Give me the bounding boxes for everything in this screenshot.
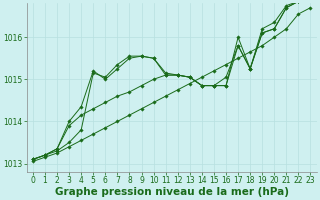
X-axis label: Graphe pression niveau de la mer (hPa): Graphe pression niveau de la mer (hPa) [55, 187, 289, 197]
